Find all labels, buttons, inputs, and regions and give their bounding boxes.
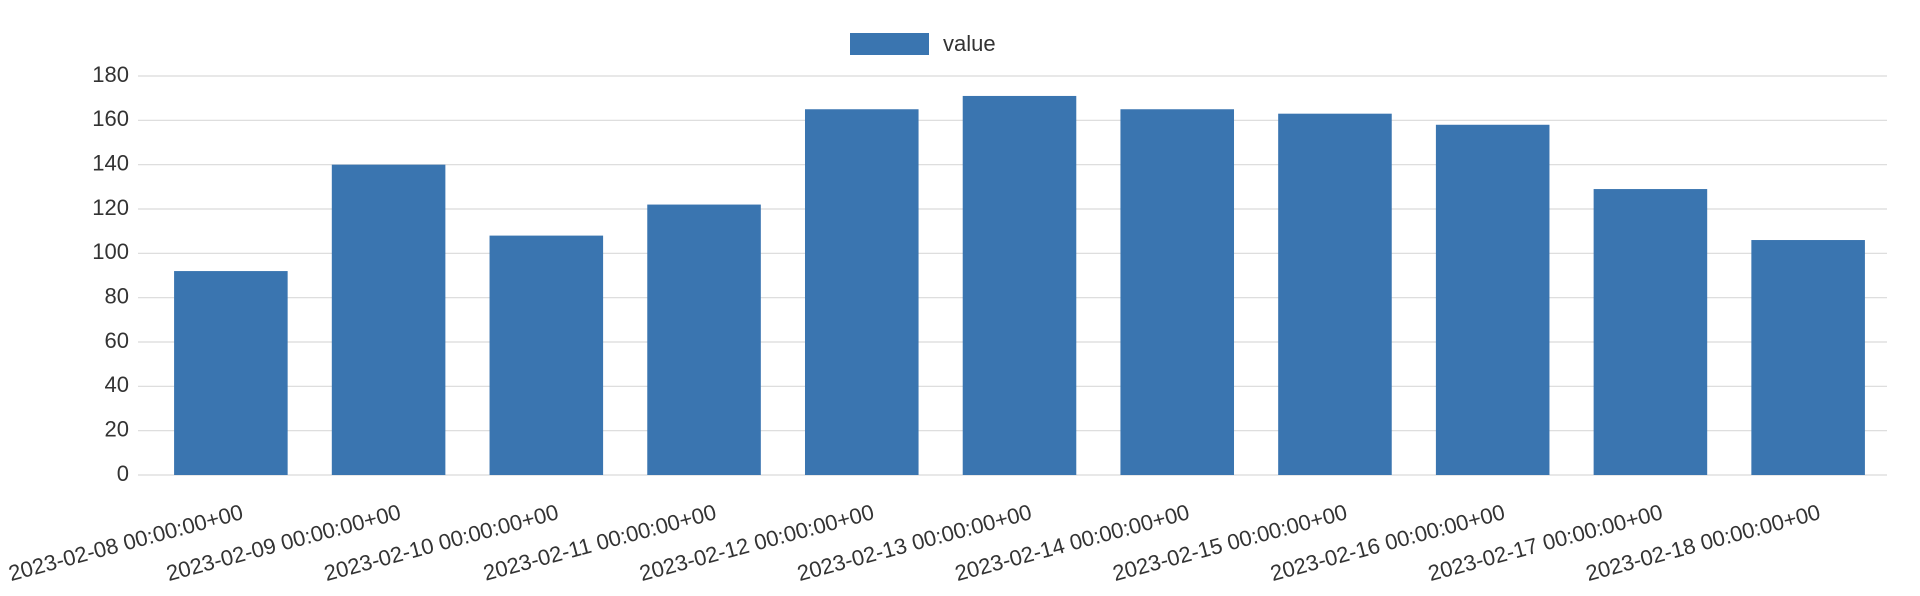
bar xyxy=(1120,109,1235,475)
bar xyxy=(1751,240,1865,475)
bar xyxy=(647,204,761,476)
y-tick-label: 180 xyxy=(92,62,129,87)
y-tick-label: 60 xyxy=(105,328,129,353)
y-tick-label: 140 xyxy=(92,150,129,175)
y-tick-label: 160 xyxy=(92,106,129,131)
y-tick-label: 80 xyxy=(105,283,129,308)
y-tick-label: 120 xyxy=(92,195,129,220)
legend-label: value xyxy=(943,31,996,56)
bar xyxy=(804,109,919,475)
y-tick-label: 100 xyxy=(92,239,129,264)
bar xyxy=(962,95,1077,475)
bar xyxy=(1278,113,1392,475)
bar xyxy=(331,164,446,475)
bar xyxy=(1593,189,1708,476)
bar xyxy=(1435,124,1550,476)
y-tick-label: 40 xyxy=(105,372,129,397)
y-tick-label: 20 xyxy=(105,416,129,441)
y-tick-label: 0 xyxy=(117,461,129,486)
legend-swatch xyxy=(850,33,929,55)
bar xyxy=(489,235,604,475)
bar xyxy=(174,271,288,475)
